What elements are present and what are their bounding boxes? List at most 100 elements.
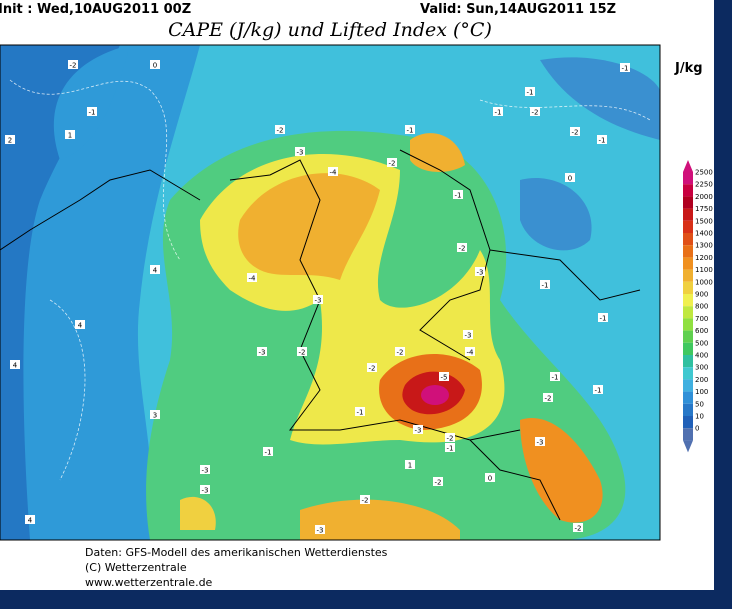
lifted-index-value: -1 (495, 109, 502, 117)
label-box (395, 347, 405, 356)
label-box (200, 465, 210, 474)
lifted-index-label: -2 (433, 477, 443, 487)
lifted-index-label: -3 (315, 525, 325, 535)
colorbar-label: 300 (695, 364, 708, 372)
colorbar-label: 2000 (695, 193, 713, 201)
label-box (200, 485, 210, 494)
colorbar-label: 2500 (695, 169, 713, 177)
lifted-index-label: -1 (405, 125, 415, 135)
lifted-index-label: 2 (5, 135, 15, 145)
lifted-index-value: -3 (202, 467, 209, 475)
lifted-index-label: -2 (530, 107, 540, 117)
lifted-index-label: -1 (620, 63, 630, 73)
lifted-index-label: -2 (457, 243, 467, 253)
label-box (565, 173, 575, 182)
lifted-index-value: 4 (78, 322, 83, 330)
lifted-index-label: -1 (525, 87, 535, 97)
lifted-index-value: -3 (297, 149, 304, 157)
label-box (463, 330, 473, 339)
colorbar-label: 1200 (695, 254, 713, 262)
lifted-index-label: 1 (65, 130, 75, 140)
lifted-index-label: -2 (297, 347, 307, 357)
colorbar-band (683, 367, 693, 380)
label-box (550, 372, 560, 381)
lifted-index-label: -2 (68, 60, 78, 70)
label-box (360, 495, 370, 504)
lifted-index-value: 2 (8, 137, 12, 145)
label-box (525, 87, 535, 96)
colorbar-band (683, 428, 693, 441)
lifted-index-value: -1 (552, 374, 559, 382)
lifted-index-value: -1 (599, 137, 606, 145)
lifted-index-label: -4 (247, 273, 257, 283)
lifted-index-label: 4 (150, 265, 160, 275)
lifted-index-label: 4 (25, 515, 35, 525)
colorbar-band (683, 220, 693, 233)
lifted-index-value: -1 (265, 449, 272, 457)
lifted-index-value: -3 (477, 269, 484, 277)
label-box (10, 360, 20, 369)
label-box (453, 190, 463, 199)
colorbar-label: 200 (695, 376, 708, 384)
footer-line: Daten: GFS-Modell des amerikanischen Wet… (85, 546, 388, 559)
lifted-index-label: -1 (355, 407, 365, 417)
colorbar-band (683, 184, 693, 197)
colorbar-tip (683, 160, 693, 172)
colorbar-label: 400 (695, 352, 708, 360)
lifted-index-label: -2 (570, 127, 580, 137)
lifted-index-label: -2 (387, 158, 397, 168)
colorbar-tip (683, 440, 693, 453)
label-box (485, 473, 495, 482)
lifted-index-value: -1 (542, 282, 549, 290)
footer-line: www.wetterzentrale.de (85, 576, 213, 589)
lifted-index-value: -2 (575, 525, 582, 533)
colorbar-label: 0 (695, 425, 699, 433)
unit: J/kg (674, 61, 703, 76)
label-box (150, 410, 160, 419)
lifted-index-value: -3 (465, 332, 472, 340)
colorbar-band (683, 416, 693, 429)
lifted-index-value: -2 (70, 62, 77, 70)
lifted-index-value: -2 (389, 160, 396, 168)
colorbar-label: 2250 (695, 181, 713, 189)
colorbar-band (683, 355, 693, 368)
lifted-index-value: 0 (568, 175, 572, 183)
lifted-index-value: -2 (532, 109, 539, 117)
colorbar-label: 700 (695, 315, 708, 323)
lifted-index-value: -2 (435, 479, 442, 487)
label-box (445, 433, 455, 442)
lifted-index-value: -1 (455, 192, 462, 200)
lifted-index-label: -1 (453, 190, 463, 200)
lifted-index-label: 4 (75, 320, 85, 330)
colorbar-label: 1500 (695, 217, 713, 225)
label-box (257, 347, 267, 356)
label-box (405, 125, 415, 134)
lifted-index-value: -4 (467, 349, 475, 357)
colorbar-label: 10 (695, 413, 704, 421)
lifted-index-label: -1 (263, 447, 273, 457)
lifted-index-value: 0 (153, 62, 157, 70)
label-box (433, 477, 443, 486)
colorbar-label: 1300 (695, 242, 713, 250)
lifted-index-value: 1 (408, 462, 412, 470)
lifted-index-label: -3 (463, 330, 473, 340)
lifted-index-value: -2 (572, 129, 579, 137)
footer-line: (C) Wetterzentrale (85, 561, 187, 574)
lifted-index-label: -2 (573, 523, 583, 533)
lifted-index-label: 1 (405, 460, 415, 470)
lifted-index-label: 3 (150, 410, 160, 420)
map (0, 45, 660, 540)
title: CAPE (J/kg) und Lifted Index (°C) (168, 19, 492, 41)
colorbar-label: 50 (695, 400, 704, 408)
label-box (493, 107, 503, 116)
label-box (315, 525, 325, 534)
lifted-index-label: -1 (598, 313, 608, 323)
lifted-index-value: -1 (595, 387, 602, 395)
lifted-index-label: -1 (593, 385, 603, 395)
lifted-index-value: 4 (153, 267, 158, 275)
lifted-index-label: -3 (295, 147, 305, 157)
label-box (275, 125, 285, 134)
label-box (367, 363, 377, 372)
lifted-index-label: -1 (445, 443, 455, 453)
colorbar-band (683, 403, 693, 416)
